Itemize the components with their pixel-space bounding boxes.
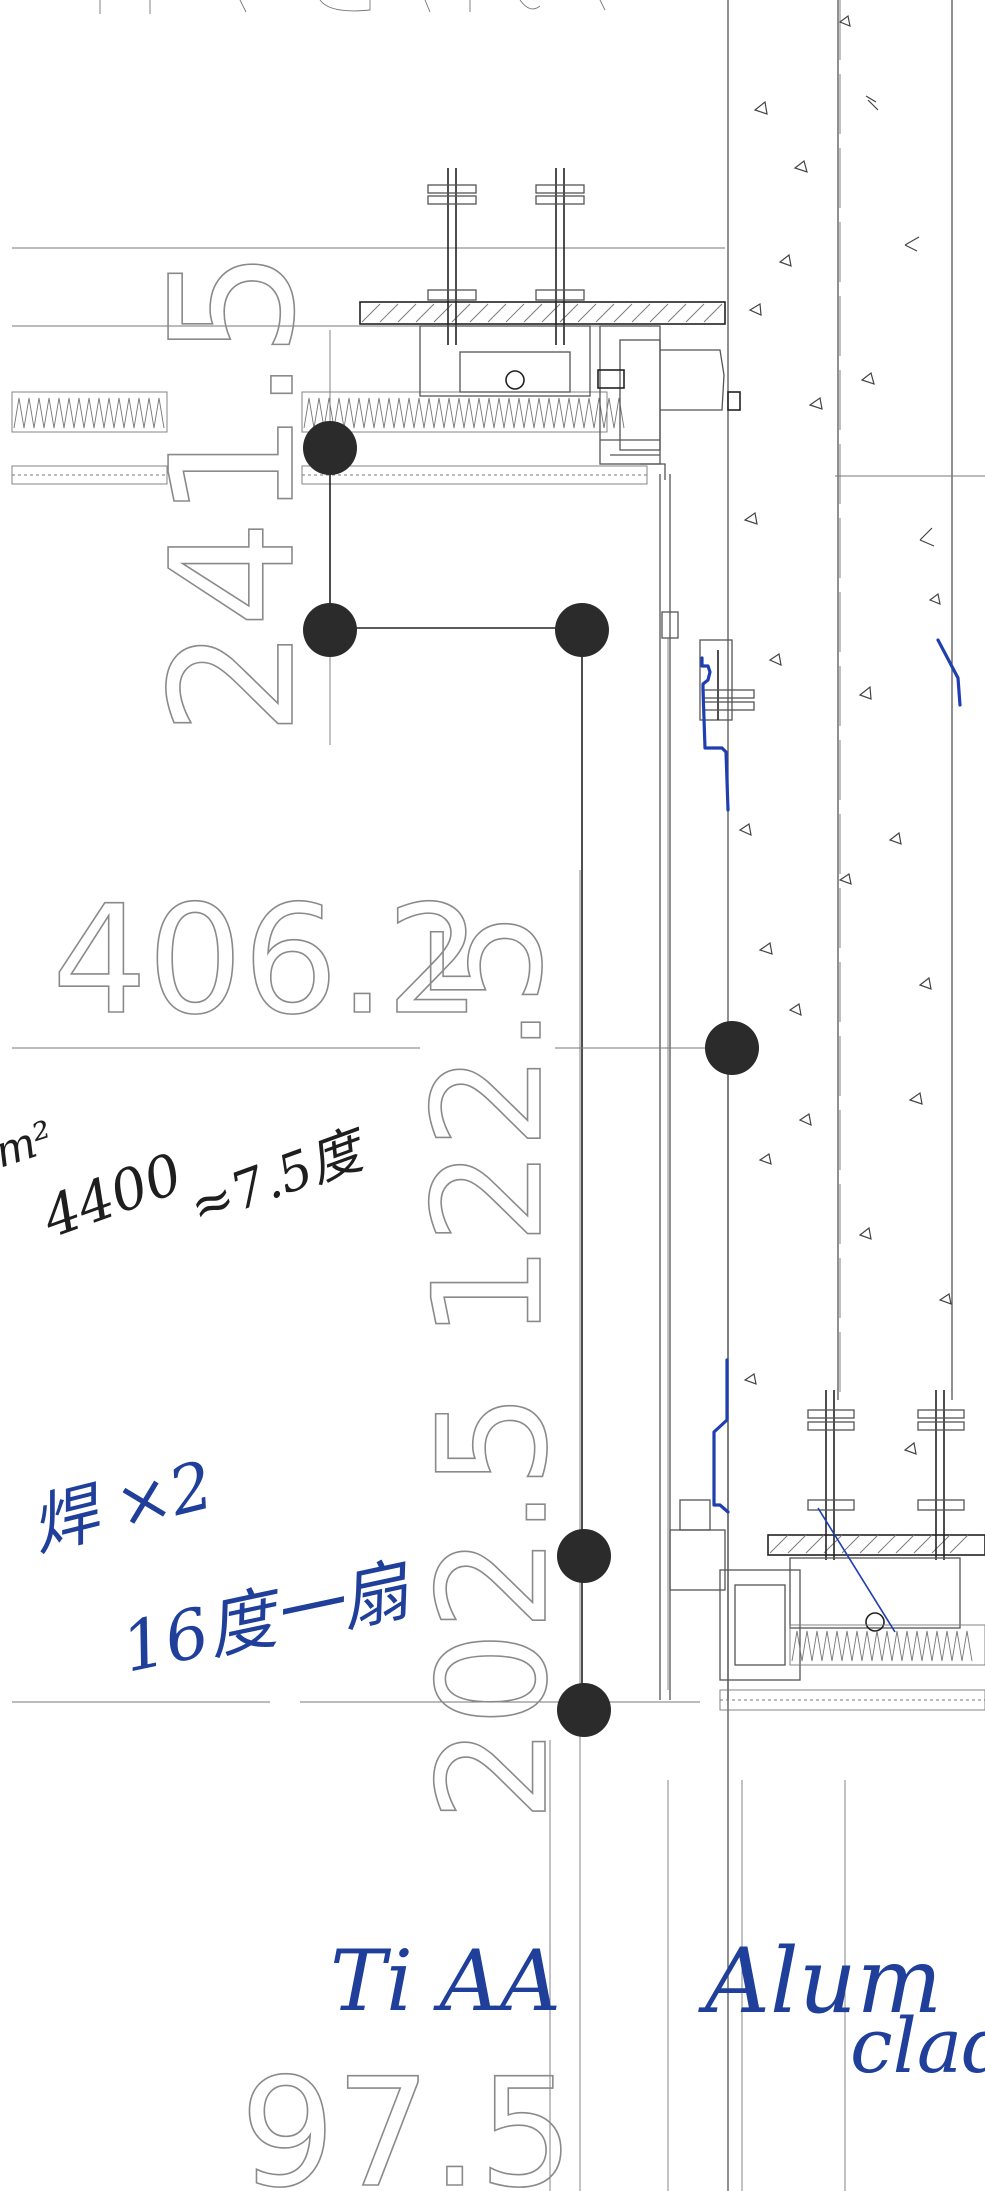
insulation-strip-top bbox=[301, 391, 648, 485]
label-ti-aa: Ti AA bbox=[330, 1932, 561, 2030]
blue-marker-traces bbox=[700, 638, 962, 1514]
lower-bracket-assembly bbox=[669, 1390, 985, 1711]
node-5 bbox=[557, 1529, 611, 1583]
node-4 bbox=[705, 1021, 759, 1075]
dim-406-2: 406.2 bbox=[52, 874, 481, 1048]
label-clad: clad bbox=[850, 2001, 985, 2090]
label-alum: Alum bbox=[698, 1929, 942, 2034]
dim-202-5: 202.5 bbox=[407, 1393, 581, 1822]
node-1 bbox=[303, 421, 357, 475]
mid-bracket bbox=[661, 611, 755, 1690]
dimension-nodes bbox=[303, 421, 759, 1737]
note-angle: ≈7.5度 bbox=[182, 1118, 377, 1238]
top-bracket-assembly bbox=[359, 168, 741, 480]
top-edge-marks bbox=[99, 0, 606, 14]
insulation-strip-left bbox=[11, 391, 168, 485]
dim-97-5: 97.5 bbox=[240, 2047, 574, 2191]
note-blue-weld: 焊 ×2 bbox=[23, 1446, 220, 1565]
note-top-left: m² bbox=[0, 1112, 60, 1179]
node-6 bbox=[557, 1683, 611, 1737]
dim-241-5: 241.5 bbox=[135, 249, 333, 736]
concrete-wall bbox=[727, 0, 985, 2191]
node-3 bbox=[555, 603, 609, 657]
note-blue-angle: 16度一扇 bbox=[115, 1550, 420, 1689]
dim-122-5: 122.5 bbox=[402, 911, 576, 1340]
node-2 bbox=[303, 603, 357, 657]
structure-lines bbox=[12, 247, 846, 2191]
